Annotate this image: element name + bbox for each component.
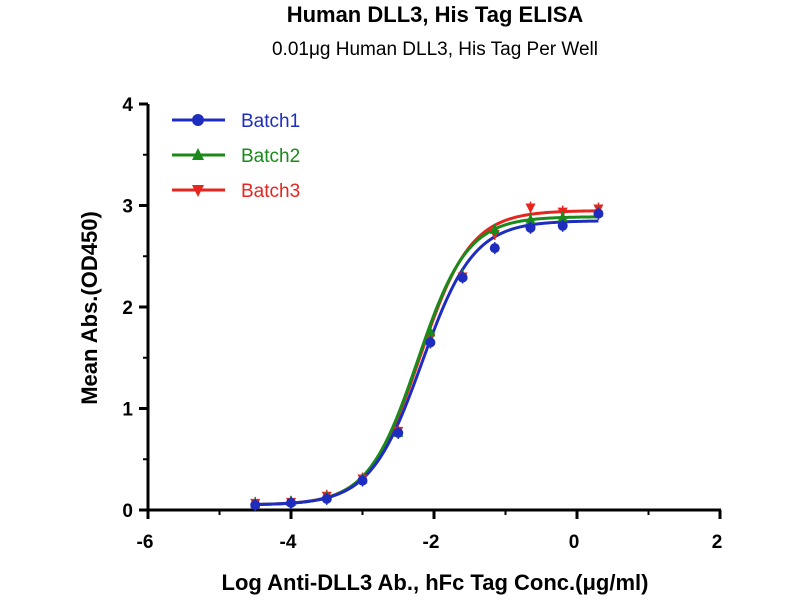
data-point [593, 208, 604, 219]
data-point [425, 326, 436, 337]
y-tick-label: 2 [122, 298, 133, 319]
data-point [286, 497, 296, 508]
data-point [192, 148, 204, 160]
x-tick-label: 2 [712, 532, 723, 553]
data-point [321, 493, 332, 504]
y-tick-label: 4 [122, 95, 133, 116]
data-points [250, 201, 604, 511]
y-tick-label: 3 [122, 197, 133, 218]
x-tick-label: 0 [569, 532, 580, 553]
fit-curve-batch2 [255, 215, 599, 507]
data-point [557, 211, 568, 222]
legend-label-batch1: Batch1 [241, 111, 300, 132]
data-point [192, 185, 204, 197]
data-point [393, 427, 404, 438]
x-tick-label: -4 [280, 532, 297, 553]
data-point [250, 499, 261, 510]
x-tick-label: -2 [423, 532, 440, 553]
chart-title: Human DLL3, His Tag ELISA [287, 2, 584, 27]
tick-labels: 0 1 2 3 4 -6 -4 -2 0 2 [122, 95, 722, 553]
y-tick-label: 0 [122, 501, 133, 522]
data-point [525, 203, 536, 214]
data-point [489, 223, 500, 234]
data-point [525, 213, 536, 224]
data-point [525, 222, 536, 233]
legend-label-batch2: Batch2 [241, 146, 300, 167]
data-point [192, 114, 204, 126]
x-axis-label: Log Anti-DLL3 Ab., hFc Tag Conc.(μg/ml) [222, 570, 649, 595]
legend-label-batch3: Batch3 [241, 181, 300, 202]
data-point [425, 337, 436, 348]
y-axis-label: Mean Abs.(OD450) [77, 211, 102, 405]
data-point [557, 220, 568, 231]
axes [139, 102, 722, 519]
fit-curve-batch1 [255, 219, 599, 506]
legend: Batch1 Batch2 Batch3 [172, 111, 300, 202]
data-point [457, 272, 468, 283]
fit-curves [255, 209, 599, 507]
y-tick-label: 1 [122, 400, 133, 421]
fit-curve-batch3 [255, 209, 599, 506]
data-point [357, 475, 368, 486]
chart-subtitle: 0.01μg Human DLL3, His Tag Per Well [272, 39, 598, 60]
x-tick-label: -6 [137, 532, 154, 553]
data-point [489, 243, 500, 254]
